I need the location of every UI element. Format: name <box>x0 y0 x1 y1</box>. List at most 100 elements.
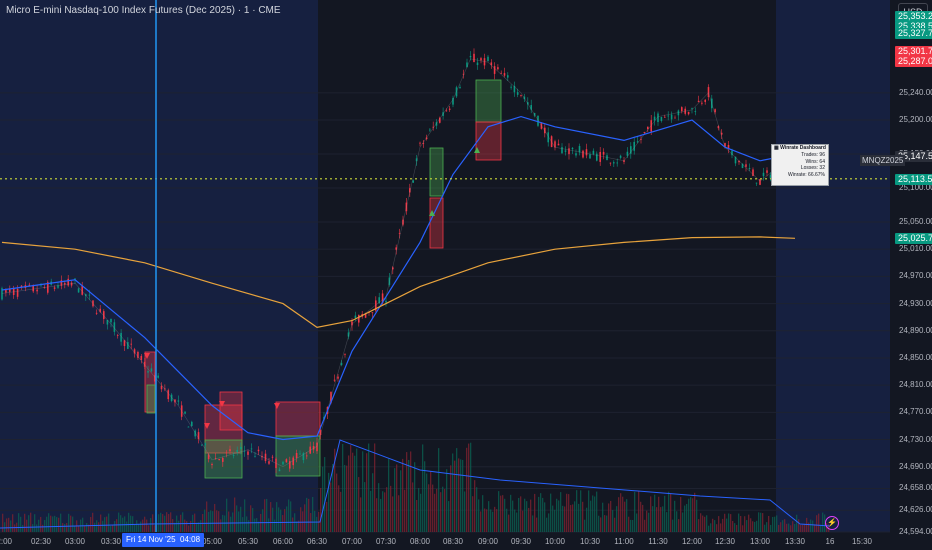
x-tick-label: 15:30 <box>851 537 873 546</box>
volume-bar <box>24 513 26 532</box>
volume-bar <box>636 513 638 532</box>
candle-body <box>670 114 673 120</box>
candle-body <box>493 66 496 74</box>
candle-body <box>1 288 3 300</box>
y-tick-label: 24,930.00 <box>899 298 932 308</box>
volume-bar <box>524 498 526 532</box>
volume-bar <box>40 516 42 532</box>
candle-body <box>130 343 132 345</box>
candle-body <box>358 314 360 323</box>
candle-body <box>405 202 408 212</box>
loss-zone <box>275 401 321 437</box>
dashboard-title: ▦ Winrate Dashboard <box>774 145 826 151</box>
candle-body <box>734 156 737 164</box>
candle-body <box>57 285 59 288</box>
volume-bar <box>234 497 236 532</box>
volume-bar <box>328 472 330 532</box>
volume-bar <box>782 520 784 532</box>
candle-body <box>520 95 522 96</box>
volume-bar <box>814 524 816 532</box>
profit-zone <box>475 79 502 123</box>
candle-body <box>371 312 374 314</box>
volume-bar <box>166 512 168 532</box>
candle-body <box>106 320 109 325</box>
x-tick-label: 08:30 <box>442 537 464 546</box>
candle-body <box>571 147 574 150</box>
candle-body <box>609 162 612 164</box>
volume-bar <box>96 520 98 532</box>
candle-body <box>462 73 465 75</box>
candle-body <box>701 102 703 104</box>
candle-body <box>137 351 139 358</box>
volume-bar <box>540 493 542 532</box>
volume-bar <box>306 497 308 532</box>
candle-body <box>452 97 454 105</box>
volume-bar <box>428 484 430 532</box>
candle-body <box>95 312 98 314</box>
volume-bar <box>410 451 412 532</box>
volume-bar <box>616 506 618 532</box>
volume-bar <box>6 518 8 532</box>
volume-bar <box>370 490 372 532</box>
candle-body <box>466 62 468 68</box>
candle-body <box>295 453 298 458</box>
volume-bar <box>550 493 552 532</box>
candle-body <box>694 111 697 113</box>
volume-bar <box>36 524 38 532</box>
volume-bar <box>134 524 136 532</box>
volume-bar <box>2 513 4 532</box>
candle-body <box>337 376 339 379</box>
candle-body <box>677 110 680 116</box>
volume-bar <box>778 524 780 532</box>
candle-body <box>759 179 761 185</box>
volume-bar <box>128 512 130 532</box>
volume-bar <box>4 522 6 532</box>
volume-bar <box>404 489 406 532</box>
volume-bar <box>462 459 464 532</box>
volume-bar <box>418 488 420 532</box>
candle-body <box>657 113 659 123</box>
volume-bar <box>62 523 64 532</box>
volume-bar <box>66 522 68 532</box>
candle-body <box>180 405 183 417</box>
volume-bar <box>240 506 242 532</box>
volume-bar <box>790 525 792 532</box>
price-label: 25,147.50 <box>895 150 932 162</box>
volume-bar <box>344 464 346 532</box>
volume-bar <box>454 460 456 532</box>
volume-bar <box>630 519 632 532</box>
lightning-icon[interactable]: ⚡ <box>825 516 839 530</box>
volume-bar <box>614 517 616 532</box>
candle-body <box>16 288 19 297</box>
volume-bar <box>408 459 410 532</box>
volume-bar <box>224 515 226 532</box>
volume-bar <box>608 503 610 532</box>
candle-body <box>64 283 66 285</box>
candle-body <box>537 115 539 126</box>
y-tick-label: 24,770.00 <box>899 407 932 417</box>
buy-signal-icon <box>474 147 480 153</box>
volume-bar <box>554 509 556 532</box>
volume-bar <box>596 491 598 532</box>
candle-body <box>250 448 253 450</box>
volume-bar <box>570 505 572 532</box>
x-tick-label: 10:00 <box>544 537 566 546</box>
volume-bar <box>312 497 314 532</box>
candle-body <box>717 126 720 129</box>
volume-bar <box>662 506 664 532</box>
x-tick-label: 08:00 <box>409 537 431 546</box>
dashboard-trades: Trades: 96 <box>801 151 825 158</box>
candle-body <box>681 107 683 112</box>
volume-bar <box>472 496 474 532</box>
candle-body <box>120 332 122 342</box>
volume-bar <box>810 519 812 532</box>
volume-bar <box>434 493 436 532</box>
volume-bar <box>632 519 634 532</box>
x-tick-label: 06:00 <box>272 537 294 546</box>
volume-bar <box>360 497 362 532</box>
volume-bar <box>780 522 782 532</box>
candle-body <box>150 368 153 372</box>
volume-bar <box>656 507 658 532</box>
volume-bar <box>584 519 586 532</box>
